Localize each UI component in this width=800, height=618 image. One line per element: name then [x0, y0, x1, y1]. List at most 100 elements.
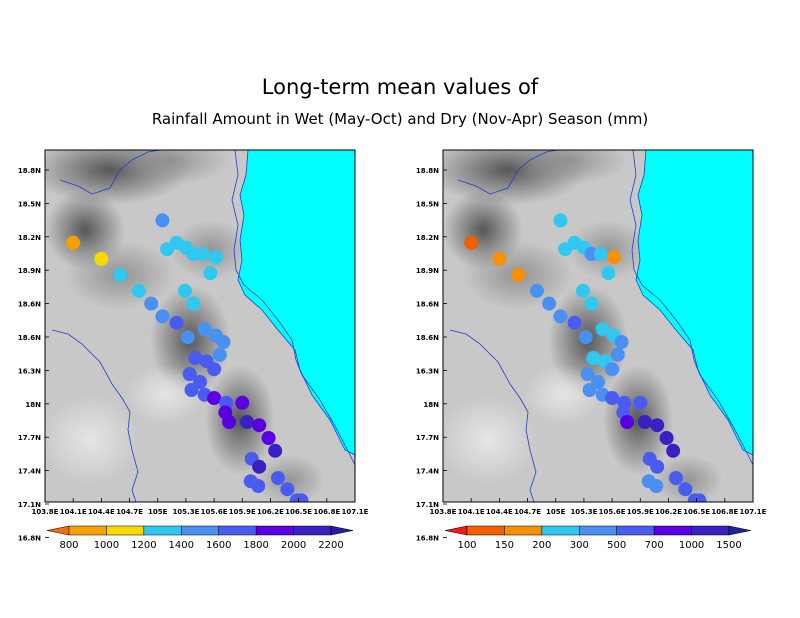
station-point — [169, 315, 184, 330]
lat-tick-label: 17.4N — [416, 468, 439, 476]
lat-tick-label: 17.7N — [18, 434, 41, 442]
colorbar-segment — [218, 525, 257, 536]
sea-area — [238, 150, 355, 455]
station-point — [659, 431, 674, 445]
lat-tick-label: 17.4N — [18, 468, 41, 476]
station-point — [492, 251, 507, 266]
colorbar-label: 150 — [495, 540, 514, 551]
lat-tick-label: 17.1N — [18, 501, 41, 509]
colorbar-low-arrow — [46, 525, 70, 536]
lon-tick-label: 106.5E — [285, 508, 312, 516]
colorbar-segment — [579, 525, 617, 536]
station-point — [180, 330, 195, 345]
station-point — [580, 367, 595, 381]
station-point — [575, 283, 590, 298]
lon-tick-label: 104.7E — [116, 508, 143, 516]
station-point — [195, 247, 210, 261]
colorbar-label: 100 — [457, 540, 476, 551]
lon-tick-label: 104.1E — [458, 508, 485, 516]
station-point — [94, 251, 109, 266]
station-point — [586, 351, 601, 365]
colorbar-label: 700 — [645, 540, 664, 551]
station-point — [614, 335, 629, 349]
colorbar-label: 500 — [607, 540, 626, 551]
lon-tick-label: 105.3E — [172, 508, 199, 516]
colorbar-segment — [466, 525, 505, 536]
station-point — [207, 362, 222, 377]
lon-tick-label: 105E — [546, 508, 566, 516]
lon-tick-label: 106.5E — [683, 508, 710, 516]
lat-tick-label: 18N — [25, 401, 41, 409]
country-border — [51, 329, 139, 502]
station-point — [268, 443, 283, 458]
colorbar-segment — [255, 525, 294, 536]
lon-tick-label: 107.1E — [740, 508, 767, 516]
lon-tick-label: 106.8E — [313, 508, 340, 516]
station-point — [650, 459, 665, 474]
lat-tick-label: 18.9N — [416, 267, 439, 275]
station-point — [542, 296, 557, 311]
colorbar-label: 2200 — [318, 540, 343, 551]
lon-tick-label: 103.8E — [430, 508, 457, 516]
station-point — [131, 283, 146, 298]
lon-tick-label: 103.8E — [32, 508, 59, 516]
station-point — [294, 493, 309, 502]
title-line1: Long-term mean values of — [262, 75, 539, 99]
colorbar-label: 1000 — [94, 540, 119, 551]
province-border — [59, 150, 355, 466]
colorbar-label: 1400 — [169, 540, 194, 551]
dry-station-points — [464, 213, 707, 502]
station-point — [666, 443, 681, 458]
station-point — [553, 213, 568, 228]
map-frame — [44, 149, 356, 503]
lat-tick-label: 16.3N — [416, 367, 439, 375]
station-point — [252, 418, 267, 433]
lat-tick-label: 18.5N — [18, 200, 41, 208]
station-point — [144, 296, 159, 311]
colorbar-segment — [181, 525, 219, 536]
lon-tick-label: 105.9E — [627, 508, 654, 516]
lon-tick-label: 104.4E — [88, 508, 115, 516]
station-point — [633, 395, 648, 410]
station-point — [184, 383, 199, 397]
lon-tick-label: 104.7E — [514, 508, 541, 516]
station-point — [66, 235, 81, 250]
lat-tick-label: 18.8N — [416, 167, 439, 175]
station-point — [668, 471, 683, 485]
station-point — [207, 391, 222, 405]
colorbar-segment — [541, 525, 580, 536]
colorbar-segment — [143, 525, 182, 536]
coastline — [635, 150, 753, 456]
colorbar-label: 1200 — [131, 540, 156, 551]
lat-tick-label: 17.7N — [416, 434, 439, 442]
station-point — [553, 309, 568, 324]
station-point — [605, 362, 620, 377]
station-point — [464, 235, 479, 250]
station-point — [251, 479, 266, 493]
lat-tick-label: 18.6N — [416, 301, 439, 309]
lon-tick-label: 106.2E — [655, 508, 682, 516]
station-point — [567, 315, 582, 330]
lat-tick-label: 18.6N — [416, 334, 439, 342]
station-point — [593, 247, 608, 261]
colorbar-segment — [691, 525, 730, 536]
station-point — [252, 459, 267, 474]
colorbar-high-arrow — [728, 525, 752, 536]
colorbar-segment — [616, 525, 655, 536]
lon-tick-label: 106.2E — [257, 508, 284, 516]
colorbar-label: 1000 — [679, 540, 704, 551]
lon-tick-label: 106.8E — [711, 508, 738, 516]
lat-tick-label: 16.3N — [18, 367, 41, 375]
station-point — [188, 351, 203, 365]
wet-axis-ticks: 103.8E 104.1E 104.4E 104.7E 105E 105.3E 105.6E… — [18, 167, 369, 542]
lat-tick-label: 18.6N — [18, 301, 41, 309]
dry-colorbar: 100 150 200 300 500 700 1000 1500 — [444, 525, 752, 551]
title-line2: Rainfall Amount in Wet (May-Oct) and Dry… — [152, 110, 648, 128]
station-point — [216, 335, 231, 349]
station-point — [582, 383, 597, 397]
station-point — [678, 482, 693, 497]
lat-tick-label: 18N — [423, 401, 439, 409]
station-point — [595, 322, 610, 337]
dry-season-map: 103.8E 104.1E 104.4E 104.7E 105E 105.3E 105.6E… — [416, 149, 767, 551]
colorbar-segment — [68, 525, 107, 536]
